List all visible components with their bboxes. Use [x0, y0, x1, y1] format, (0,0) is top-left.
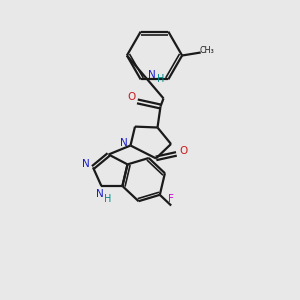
Text: H: H	[157, 74, 164, 84]
Text: N: N	[96, 189, 104, 200]
Text: N: N	[148, 70, 156, 80]
Text: N: N	[120, 138, 128, 148]
Text: O: O	[179, 146, 187, 156]
Text: H: H	[104, 194, 112, 204]
Text: O: O	[127, 92, 136, 103]
Text: F: F	[168, 194, 174, 204]
Text: CH₃: CH₃	[200, 46, 215, 55]
Text: N: N	[82, 159, 90, 169]
